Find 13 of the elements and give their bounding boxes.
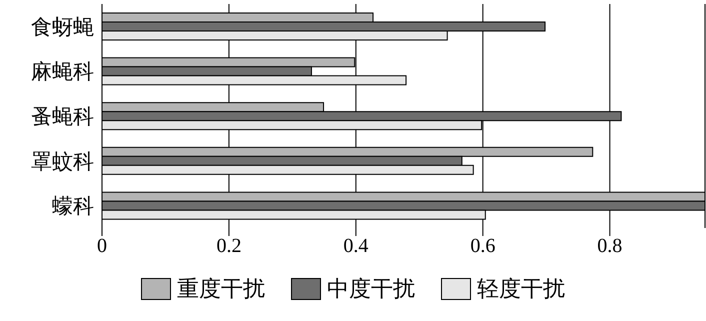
- y-tick-label: 麻蝇科: [31, 60, 94, 84]
- y-tick-label: 蠓科: [52, 194, 94, 218]
- x-tick-label: 0: [97, 235, 107, 258]
- y-tick-label: 食蚜蝇: [31, 14, 94, 39]
- y-tick-label: 蚤蝇科: [31, 104, 94, 128]
- legend-label: 重度干扰: [177, 275, 265, 303]
- y-tick-label: 罩蚊科: [31, 149, 94, 174]
- legend-label: 轻度干扰: [477, 275, 565, 303]
- legend-label: 中度干扰: [327, 275, 415, 303]
- x-tick-label: 0.2: [216, 235, 242, 258]
- x-tick-label: 0.6: [470, 235, 496, 258]
- x-tick-label: 0.4: [343, 235, 368, 258]
- x-tick-label: 0.8: [597, 235, 622, 258]
